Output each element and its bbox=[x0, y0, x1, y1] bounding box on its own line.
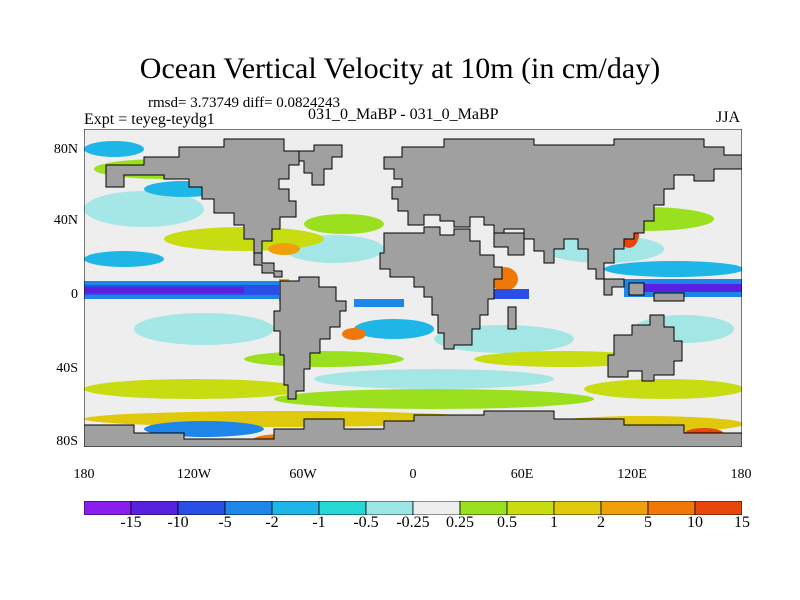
colorbar-swatch bbox=[694, 501, 742, 515]
land-madagascar bbox=[507, 306, 517, 330]
lon-label: 60E bbox=[510, 467, 534, 482]
stats-label: rmsd= 3.73749 diff= 0.0824243 bbox=[148, 95, 341, 111]
lon-label: 180 bbox=[730, 467, 752, 482]
colorbar-swatch bbox=[365, 501, 414, 515]
land-north-america bbox=[105, 138, 300, 254]
colorbar-label: -1 bbox=[312, 514, 326, 531]
lon-label: 0 bbox=[409, 467, 417, 482]
lon-label: 180 bbox=[73, 467, 95, 482]
lon-label: 120E bbox=[617, 467, 647, 482]
colorbar-swatch bbox=[506, 501, 555, 515]
land-new-guinea bbox=[653, 292, 685, 302]
land-africa bbox=[379, 226, 503, 350]
map-title: Ocean Vertical Velocity at 10m (in cm/da… bbox=[139, 52, 661, 85]
colorbar-swatch bbox=[412, 501, 461, 515]
land bbox=[84, 138, 742, 447]
colorbar-label: -0.5 bbox=[353, 514, 379, 531]
land-greenland bbox=[298, 144, 343, 186]
colorbar bbox=[84, 501, 742, 515]
lat-label: 40S bbox=[56, 361, 78, 376]
land-indonesia bbox=[603, 278, 625, 296]
season-label: JJA bbox=[716, 109, 741, 126]
land-eurasia bbox=[383, 138, 742, 280]
colorbar-label: -15 bbox=[120, 514, 142, 531]
land-central-america bbox=[253, 252, 283, 278]
lat-label: 80S bbox=[56, 434, 78, 449]
colorbar-label: 0.25 bbox=[446, 514, 474, 531]
lat-label: 0 bbox=[71, 287, 78, 302]
case-label: 031_0_MaBP - 031_0_MaBP bbox=[308, 106, 499, 123]
colorbar-swatch bbox=[600, 501, 649, 515]
ocean-velocity-map bbox=[84, 129, 742, 447]
colorbar-label: 0.5 bbox=[497, 514, 517, 531]
lon-label: 60W bbox=[289, 467, 317, 482]
lon-label: 120W bbox=[176, 467, 212, 482]
colorbar-swatch bbox=[553, 501, 602, 515]
colorbar-swatch bbox=[224, 501, 273, 515]
colorbar-label: 10 bbox=[687, 514, 703, 531]
land-australia bbox=[607, 314, 683, 382]
colorbar-label: 1 bbox=[550, 514, 558, 531]
land-arabia bbox=[493, 232, 525, 256]
lat-label: 80N bbox=[53, 142, 78, 157]
land-borneo bbox=[628, 282, 645, 296]
colorbar-label: -2 bbox=[265, 514, 279, 531]
colorbar-label: -5 bbox=[218, 514, 232, 531]
land-antarctica bbox=[84, 410, 742, 447]
lat-label: 40N bbox=[53, 213, 78, 228]
experiment-label: Expt = teyeg-teydg1 bbox=[84, 111, 215, 128]
colorbar-swatch bbox=[647, 501, 696, 515]
colorbar-label: 2 bbox=[597, 514, 605, 531]
colorbar-label: 15 bbox=[734, 514, 750, 531]
land-south-america bbox=[273, 276, 347, 400]
colorbar-label: 5 bbox=[644, 514, 652, 531]
colorbar-swatch bbox=[130, 501, 179, 515]
colorbar-swatch bbox=[177, 501, 226, 515]
colorbar-swatch bbox=[84, 501, 132, 515]
colorbar-swatch bbox=[459, 501, 508, 515]
colorbar-label: -10 bbox=[167, 514, 189, 531]
colorbar-label: -0.25 bbox=[396, 514, 430, 531]
colorbar-swatch bbox=[318, 501, 367, 515]
colorbar-swatch bbox=[271, 501, 320, 515]
